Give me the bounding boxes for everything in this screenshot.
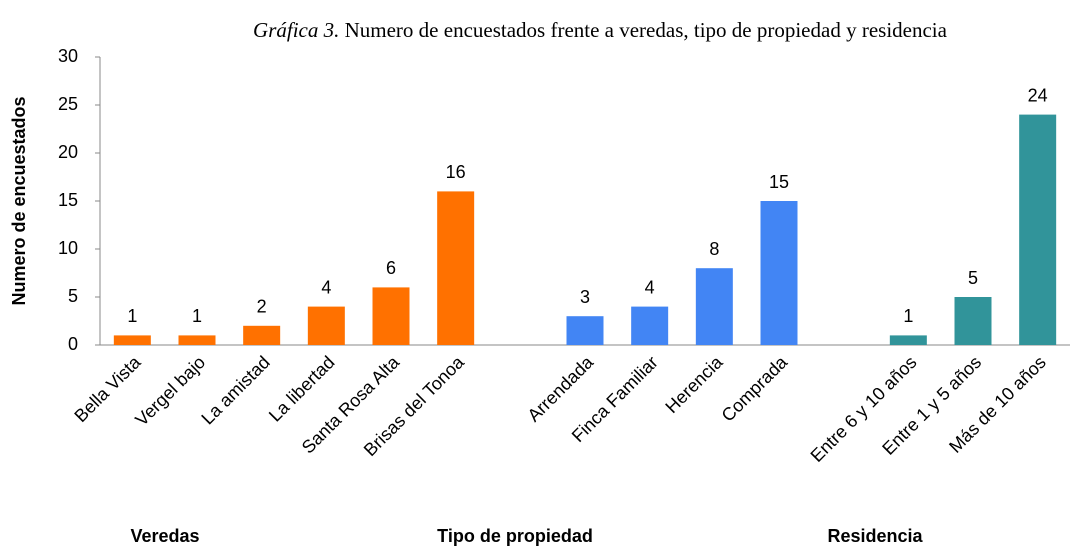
bar	[631, 306, 669, 345]
x-tick-label: Vergel bajo	[131, 352, 209, 430]
bar	[178, 335, 216, 345]
bar	[243, 325, 281, 345]
value-label: 4	[645, 277, 655, 297]
group-label: Veredas	[130, 526, 199, 546]
chart-title-group: Gráfica 3. Numero de encuestados frente …	[253, 18, 948, 42]
y-tick-label: 30	[58, 46, 78, 66]
x-tick-label: La amistad	[197, 352, 273, 428]
value-label: 3	[580, 287, 590, 307]
group-label: Residencia	[827, 526, 923, 546]
y-tick-label: 20	[58, 142, 78, 162]
bar	[566, 316, 604, 345]
x-tick-label: Entre 6 y 10 años	[807, 352, 921, 466]
y-tick-label: 0	[68, 334, 78, 354]
title-label: Gráfica 3.	[253, 18, 339, 42]
bar	[1019, 114, 1057, 345]
bar	[113, 335, 151, 345]
value-label: 1	[127, 306, 137, 326]
bar	[889, 335, 927, 345]
value-label: 1	[903, 306, 913, 326]
bar	[695, 268, 733, 345]
y-tick-label: 15	[58, 190, 78, 210]
bar	[307, 306, 345, 345]
x-tick-label: Herencia	[661, 351, 727, 417]
value-label: 6	[386, 258, 396, 278]
value-label: 8	[709, 239, 719, 259]
y-tick-label: 5	[68, 286, 78, 306]
value-label: 1	[192, 306, 202, 326]
group-label: Tipo de propiedad	[437, 526, 593, 546]
bar	[372, 287, 410, 345]
value-label: 4	[321, 277, 331, 297]
x-tick-label: Comprada	[718, 351, 792, 425]
y-tick-label: 25	[58, 94, 78, 114]
bar	[437, 191, 475, 345]
y-axis-label: Numero de encuestados	[9, 96, 29, 305]
chart-title: Numero de encuestados frente a veredas, …	[345, 18, 948, 42]
bar	[954, 297, 992, 345]
value-label: 24	[1028, 85, 1048, 105]
value-label: 15	[769, 172, 789, 192]
y-tick-label: 10	[58, 238, 78, 258]
value-label: 16	[446, 162, 466, 182]
value-label: 2	[257, 297, 267, 317]
bar	[760, 201, 798, 345]
value-label: 5	[968, 268, 978, 288]
